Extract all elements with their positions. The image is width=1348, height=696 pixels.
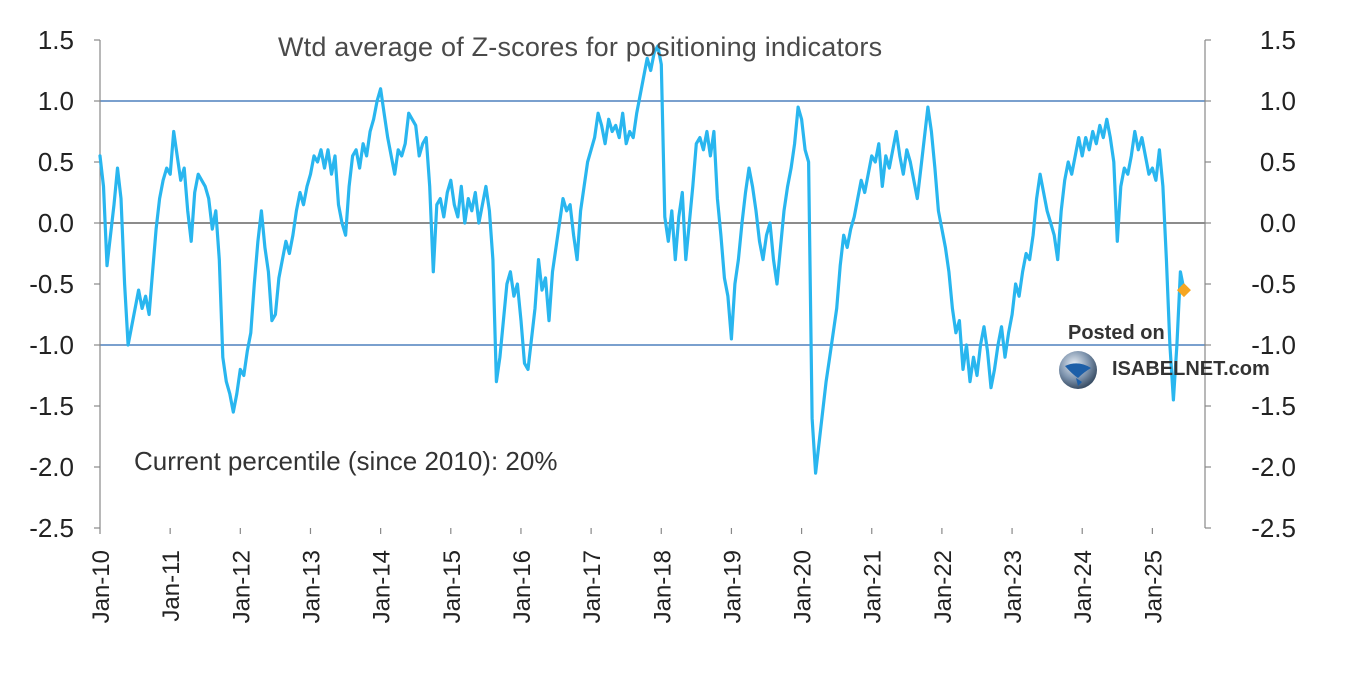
x-tick-label: Jan-13	[298, 550, 325, 623]
x-tick-label: Jan-12	[228, 550, 255, 623]
y-axis-left: 1.5 1.0 0.5 0.0 -0.5 -1.0 -1.5 -2.0 -2.5	[29, 25, 100, 543]
x-tick-label: Jan-16	[509, 550, 536, 623]
x-tick-label: Jan-21	[860, 550, 887, 623]
y-tick-label-right: -2.5	[1251, 513, 1296, 543]
reference-lines	[100, 100, 1205, 346]
y-tick-label-right: -1.0	[1251, 330, 1296, 360]
y-tick-label: -2.5	[29, 513, 74, 543]
y-tick-label-right: -0.5	[1251, 269, 1296, 299]
y-tick-label-right: 0.0	[1260, 208, 1296, 238]
y-tick-label-right: 1.5	[1260, 25, 1296, 55]
y-tick-label: 0.0	[38, 208, 74, 238]
x-tick-label: Jan-19	[719, 550, 746, 623]
y-tick-label-right: 1.0	[1260, 86, 1296, 116]
y-tick-label: -2.0	[29, 452, 74, 482]
globe-logo-icon	[1059, 351, 1097, 389]
x-tick-label: Jan-23	[1000, 550, 1027, 623]
x-tick-label: Jan-17	[579, 550, 606, 623]
x-tick-label: Jan-20	[790, 550, 817, 623]
chart-title: Wtd average of Z-scores for positioning …	[278, 32, 883, 62]
y-tick-label: 1.0	[38, 86, 74, 116]
x-tick-label: Jan-18	[649, 550, 676, 623]
x-tick-label: Jan-14	[369, 550, 396, 623]
y-tick-label-right: 0.5	[1260, 147, 1296, 177]
y-tick-label-right: -2.0	[1251, 452, 1296, 482]
y-tick-label: 1.5	[38, 25, 74, 55]
marker-group	[1176, 283, 1191, 298]
percentile-annotation: Current percentile (since 2010): 20%	[134, 446, 558, 476]
x-tick-label: Jan-11	[158, 550, 185, 622]
series-line	[98, 44, 1186, 475]
watermark-posted-text: Posted on	[1068, 322, 1165, 344]
y-tick-label: 0.5	[38, 147, 74, 177]
series-group	[98, 44, 1186, 475]
y-tick-label: -1.0	[29, 330, 74, 360]
x-tick-label: Jan-25	[1140, 550, 1167, 623]
watermark-site-text: ISABELNET.com	[1112, 358, 1270, 380]
y-tick-label-right: -1.5	[1251, 391, 1296, 421]
x-tick-label: Jan-10	[88, 550, 115, 623]
x-tick-label: Jan-22	[930, 550, 957, 623]
current-value-marker	[1176, 283, 1191, 298]
y-axis-right: 1.5 1.0 0.5 0.0 -0.5 -1.0 -1.5 -2.0 -2.5	[1205, 25, 1296, 543]
y-tick-label: -0.5	[29, 269, 74, 299]
y-tick-label: -1.5	[29, 391, 74, 421]
x-tick-label: Jan-15	[439, 550, 466, 623]
x-tick-label: Jan-24	[1070, 550, 1097, 623]
x-axis: Jan-10 Jan-11 Jan-12 Jan-13 Jan-14 Jan-15 Jan-…	[88, 528, 1167, 623]
